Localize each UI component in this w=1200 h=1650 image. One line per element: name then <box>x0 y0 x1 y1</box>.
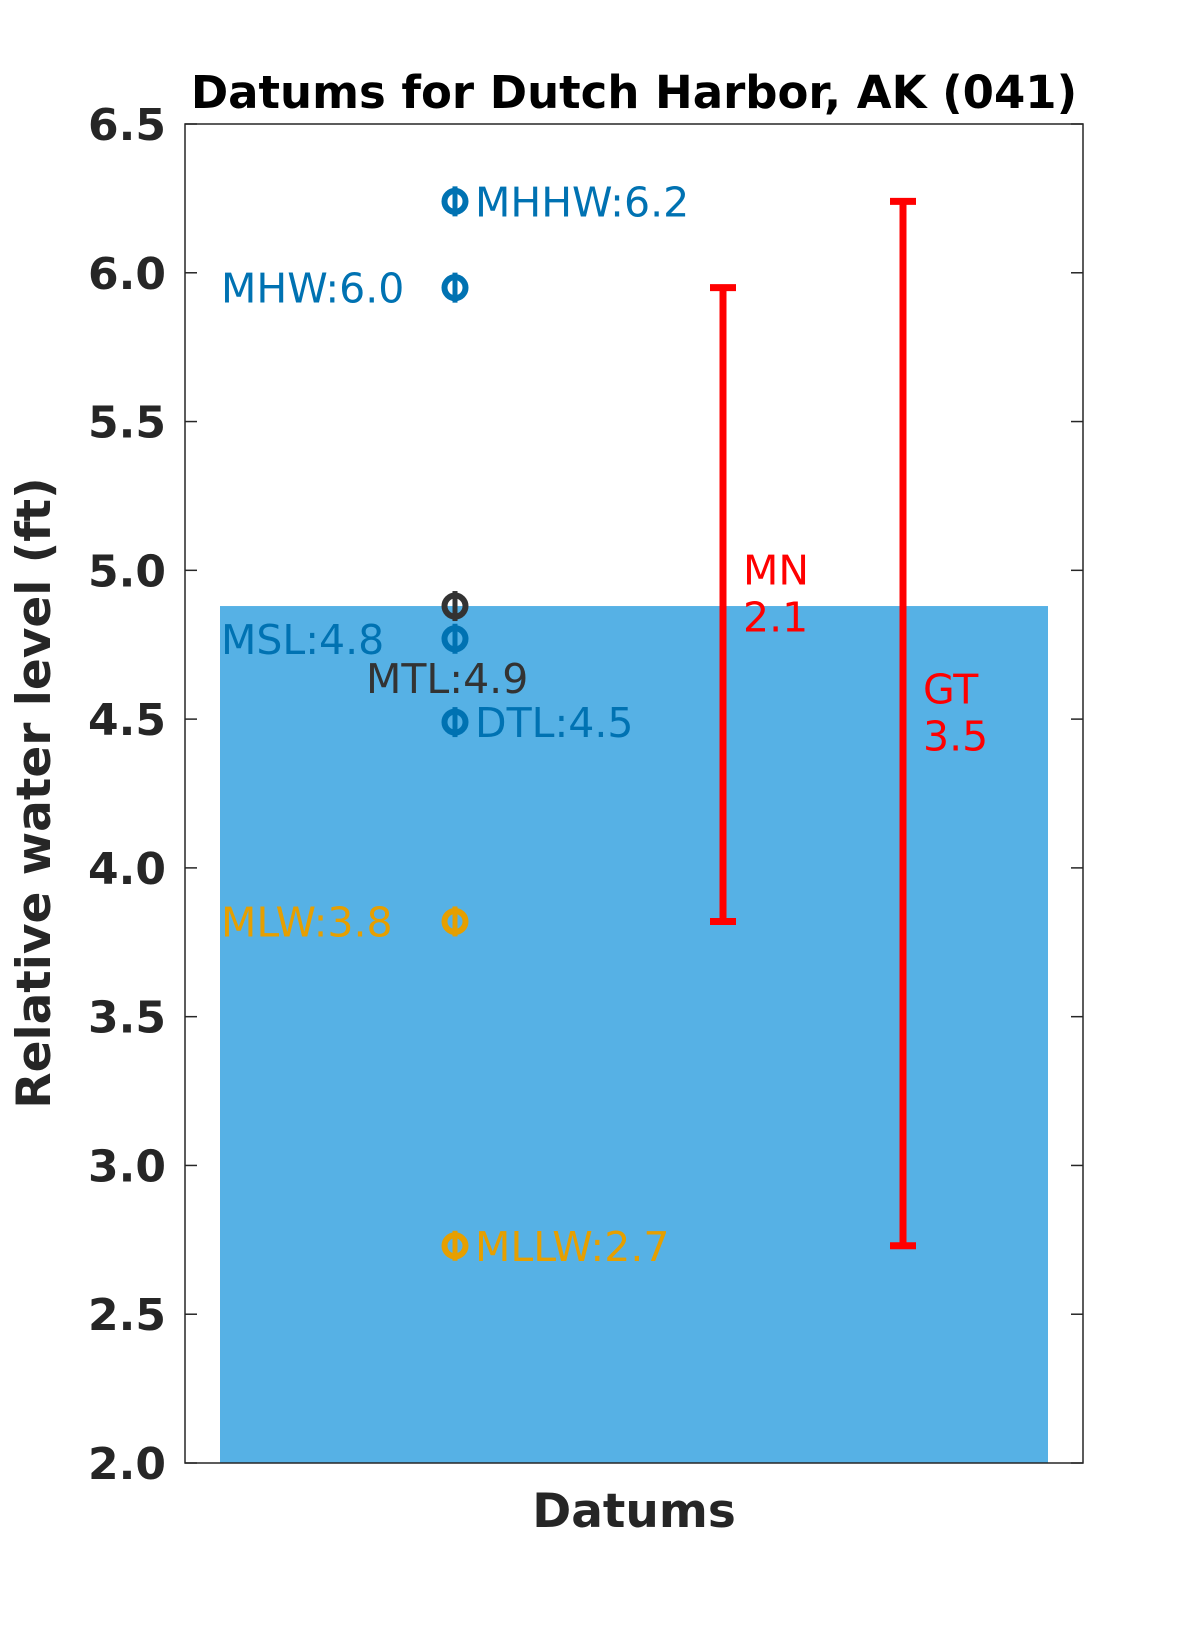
range-label-value: 3.5 <box>923 713 988 761</box>
y-axis-label: Relative water level (ft) <box>7 477 62 1108</box>
plot-frame <box>184 123 1084 1464</box>
y-tick-label: 3.0 <box>88 1141 166 1192</box>
range-label-name: GT <box>923 666 979 714</box>
range-bars: MN2.1 GT3.5 <box>710 197 988 1250</box>
y-axis-ticks: 2.0 2.5 3.0 3.5 4.0 4.5 5.0 5.5 6.0 6.5 <box>88 100 1083 1490</box>
chart-title: Datums for Dutch Harbor, AK (041) <box>191 66 1077 119</box>
datum-label-mhhw: MHHW:6.2 <box>475 178 689 226</box>
datum-label-mllw: MLLW:2.7 <box>475 1223 669 1271</box>
datum-label-mlw: MLW:3.8 <box>221 898 393 946</box>
y-tick-label: 3.5 <box>88 993 166 1044</box>
y-tick-label: 4.5 <box>88 695 166 746</box>
range-label-value: 2.1 <box>743 594 808 642</box>
y-tick-label: 2.0 <box>88 1439 166 1490</box>
datum-label-dtl: DTL:4.5 <box>475 699 633 747</box>
y-tick-label: 4.0 <box>88 844 166 895</box>
x-axis-label: Datums <box>532 1484 736 1539</box>
range-label-name: MN <box>743 547 809 595</box>
y-tick-label: 2.5 <box>88 1290 166 1341</box>
y-tick-label: 5.0 <box>88 546 166 597</box>
datum-label-mhw: MHW:6.0 <box>221 265 404 313</box>
y-tick-label: 6.0 <box>88 249 166 300</box>
datum-label-msl: MSL:4.8 <box>221 616 384 664</box>
datum-label-mtl: MTL:4.9 <box>366 655 528 703</box>
y-tick-label: 6.5 <box>88 100 166 151</box>
water-level-fill <box>220 606 1048 1463</box>
y-tick-label: 5.5 <box>88 398 166 449</box>
